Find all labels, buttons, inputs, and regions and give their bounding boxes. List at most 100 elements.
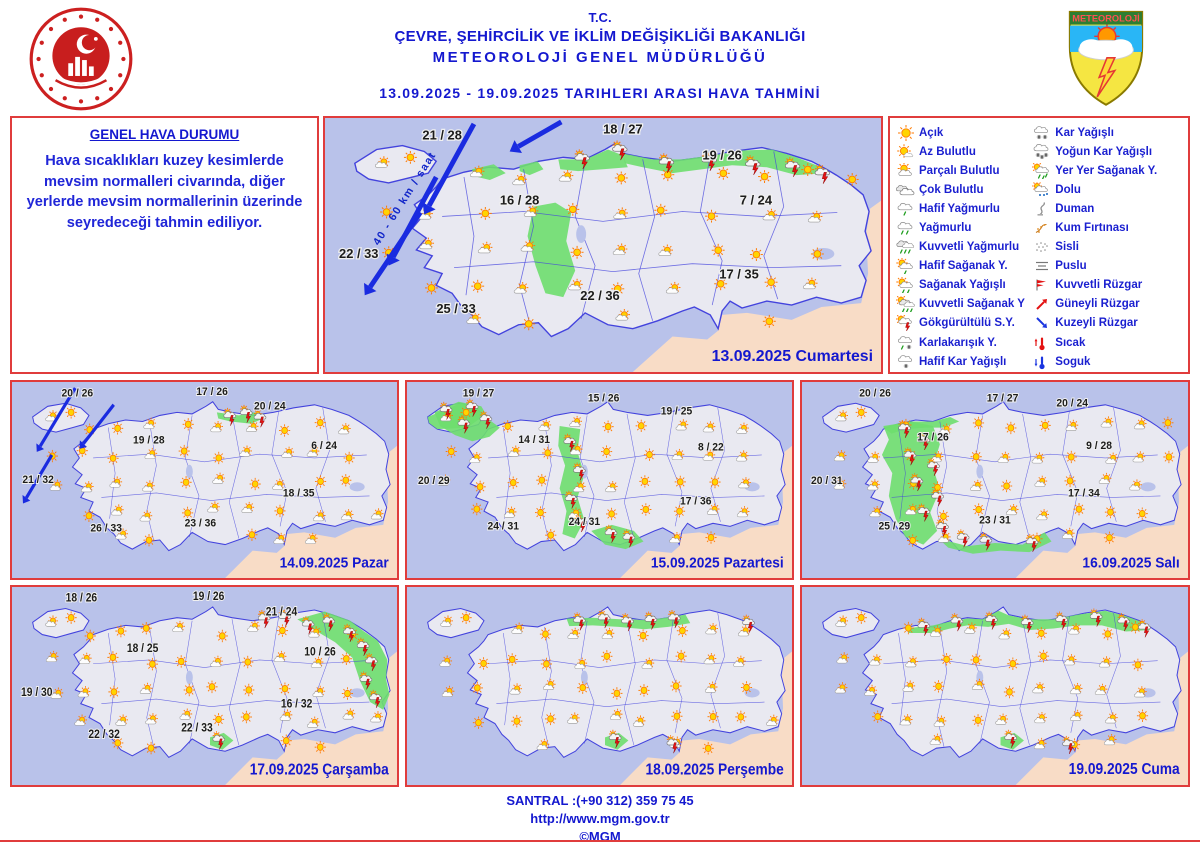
legend-item-label: Yer Yer Sağanak Y.: [1055, 164, 1158, 177]
weather-icon-sun: [539, 627, 552, 641]
weather-icon-partly-cloudy: [997, 451, 1011, 463]
yogun-kar-icon: [1032, 143, 1052, 160]
legend-item: Hafif Sağanak Y.: [896, 257, 1032, 276]
weather-icon-partly-cloudy: [77, 686, 91, 698]
legend-item: Hafif Yağmurlu: [896, 199, 1032, 218]
weather-icon-sun: [140, 621, 152, 635]
weather-icon-partly-cloudy: [1005, 504, 1019, 516]
legend-item: Sıcak: [1032, 333, 1186, 352]
lake-tuz: [576, 225, 587, 244]
weather-icon-partly-cloudy: [1034, 711, 1047, 724]
thunderstorm-icon: [439, 401, 453, 420]
legend-item: Açık: [896, 123, 1032, 142]
weather-icon-partly-cloudy: [762, 208, 778, 221]
temp-label: 17 / 36: [680, 495, 712, 508]
turkey-landmass: [71, 401, 391, 552]
legend-item-label: Çok Bulutlu: [919, 183, 984, 196]
weather-icon-sun: [65, 611, 77, 624]
weather-icon-sun: [611, 687, 623, 700]
weather-icon-partly-cloudy: [139, 682, 153, 694]
thunderstorm-icon: [745, 155, 761, 175]
weather-icon-sun: [670, 679, 682, 693]
legend-item: Sağanak Yağışlı: [896, 276, 1032, 295]
weather-icon-sun: [639, 475, 651, 488]
thunderstorm-icon: [622, 529, 636, 548]
wind-arrow: [79, 403, 115, 449]
weather-icon-partly-cloudy: [736, 422, 749, 434]
weather-icon-partly-cloudy: [241, 501, 255, 513]
weather-icon-partly-cloudy: [523, 205, 539, 217]
thrace-landmass: [353, 144, 438, 184]
kuzeyli-ruzgar-icon: [1032, 315, 1052, 331]
weather-icon-partly-cloudy: [1031, 452, 1045, 464]
legend-item-label: Hafif Yağmurlu: [919, 202, 1000, 215]
temp-label: 18 / 35: [283, 487, 315, 500]
weather-icon-partly-cloudy: [74, 714, 87, 726]
weather-icon-sun: [707, 710, 719, 723]
weather-icon-sun: [810, 247, 824, 261]
thunderstorm-icon: [1089, 608, 1103, 627]
weather-icon-sun: [216, 629, 228, 643]
weather-icon-sun: [534, 506, 547, 519]
map-date-label: 13.09.2025 Cumartesi: [712, 348, 873, 365]
legend-item: Puslu: [1032, 257, 1186, 276]
weather-icon-partly-cloudy: [115, 528, 128, 540]
weather-icon-partly-cloudy: [45, 650, 59, 663]
weather-icon-partly-cloudy: [50, 687, 64, 699]
legend-item: Güneyli Rüzgar: [1032, 295, 1186, 314]
temp-label: 10 / 26: [304, 646, 335, 659]
temp-label: 20 / 24: [1056, 397, 1088, 410]
temp-label: 17 / 35: [719, 267, 758, 282]
weather-icon-sun: [403, 150, 417, 164]
thunderstorm-icon: [356, 637, 370, 656]
map-date-label: 17.09.2025 Çarşamba: [250, 762, 390, 779]
lake-tuz: [976, 464, 984, 479]
thunderstorm-icon: [917, 432, 931, 451]
thunderstorm-icon: [917, 617, 931, 636]
map-panel-cumartesi: 40 - 60 km / saat 21 / 28 18 / 27 19 / 26 16…: [323, 116, 883, 374]
weather-icon-partly-cloudy: [704, 681, 718, 693]
thunderstorm-icon: [608, 729, 622, 748]
weather-icon-partly-cloudy: [569, 415, 583, 427]
legend-item-label: Gökgürültülü S.Y.: [919, 317, 1015, 330]
weather-icon-sun: [941, 653, 953, 666]
legend-item-label: Hafif Kar Yağışlı: [919, 355, 1007, 368]
weather-icon-sun: [973, 503, 985, 516]
weather-icon-sun: [471, 279, 485, 293]
thrace-landmass: [822, 607, 880, 639]
guneyli-ruzgar-icon: [1032, 296, 1052, 312]
temp-label: 19 / 26: [193, 591, 224, 604]
weather-icon-partly-cloudy: [370, 508, 384, 520]
weather-icon-partly-cloudy: [933, 715, 947, 727]
weather-icon-partly-cloudy: [312, 685, 326, 697]
weather-icon-sun: [855, 406, 867, 419]
weather-icon-sun: [471, 681, 483, 695]
weather-icon-sun: [749, 248, 763, 261]
general-situation-title: GENEL HAVA DURUMU: [89, 127, 240, 142]
thunderstorm-icon: [223, 407, 237, 426]
weather-icon-sun: [577, 681, 589, 694]
weather-icon-partly-cloudy: [79, 652, 92, 664]
weather-icon-partly-cloudy: [615, 308, 631, 321]
weather-icon-partly-cloudy: [738, 477, 751, 489]
temp-label: 22 / 36: [580, 288, 619, 303]
weather-icon-sun: [907, 534, 919, 547]
weather-icon-partly-cloudy: [538, 419, 552, 431]
temp-label: 19 / 26: [702, 147, 741, 162]
footer-url[interactable]: http://www.mgm.gov.tr: [530, 811, 670, 827]
thunderstorm-icon: [465, 398, 479, 417]
weather-icon-partly-cloudy: [143, 417, 156, 429]
weather-icon-sun: [1163, 450, 1175, 464]
weather-icon-sun: [602, 420, 614, 433]
weather-icon-sun: [716, 166, 730, 180]
legend-item: Sisli: [1032, 238, 1186, 257]
weather-icon-partly-cloudy: [702, 421, 716, 433]
thunderstorm-icon: [573, 462, 586, 481]
lake-van: [744, 688, 760, 698]
weather-icon-sun: [314, 416, 326, 429]
weather-icon-partly-cloudy: [210, 655, 223, 667]
weather-icon-partly-cloudy: [867, 451, 881, 463]
weather-icon-sun: [83, 509, 95, 522]
weather-icon-sun: [511, 714, 523, 728]
weather-icon-partly-cloudy: [139, 510, 153, 522]
